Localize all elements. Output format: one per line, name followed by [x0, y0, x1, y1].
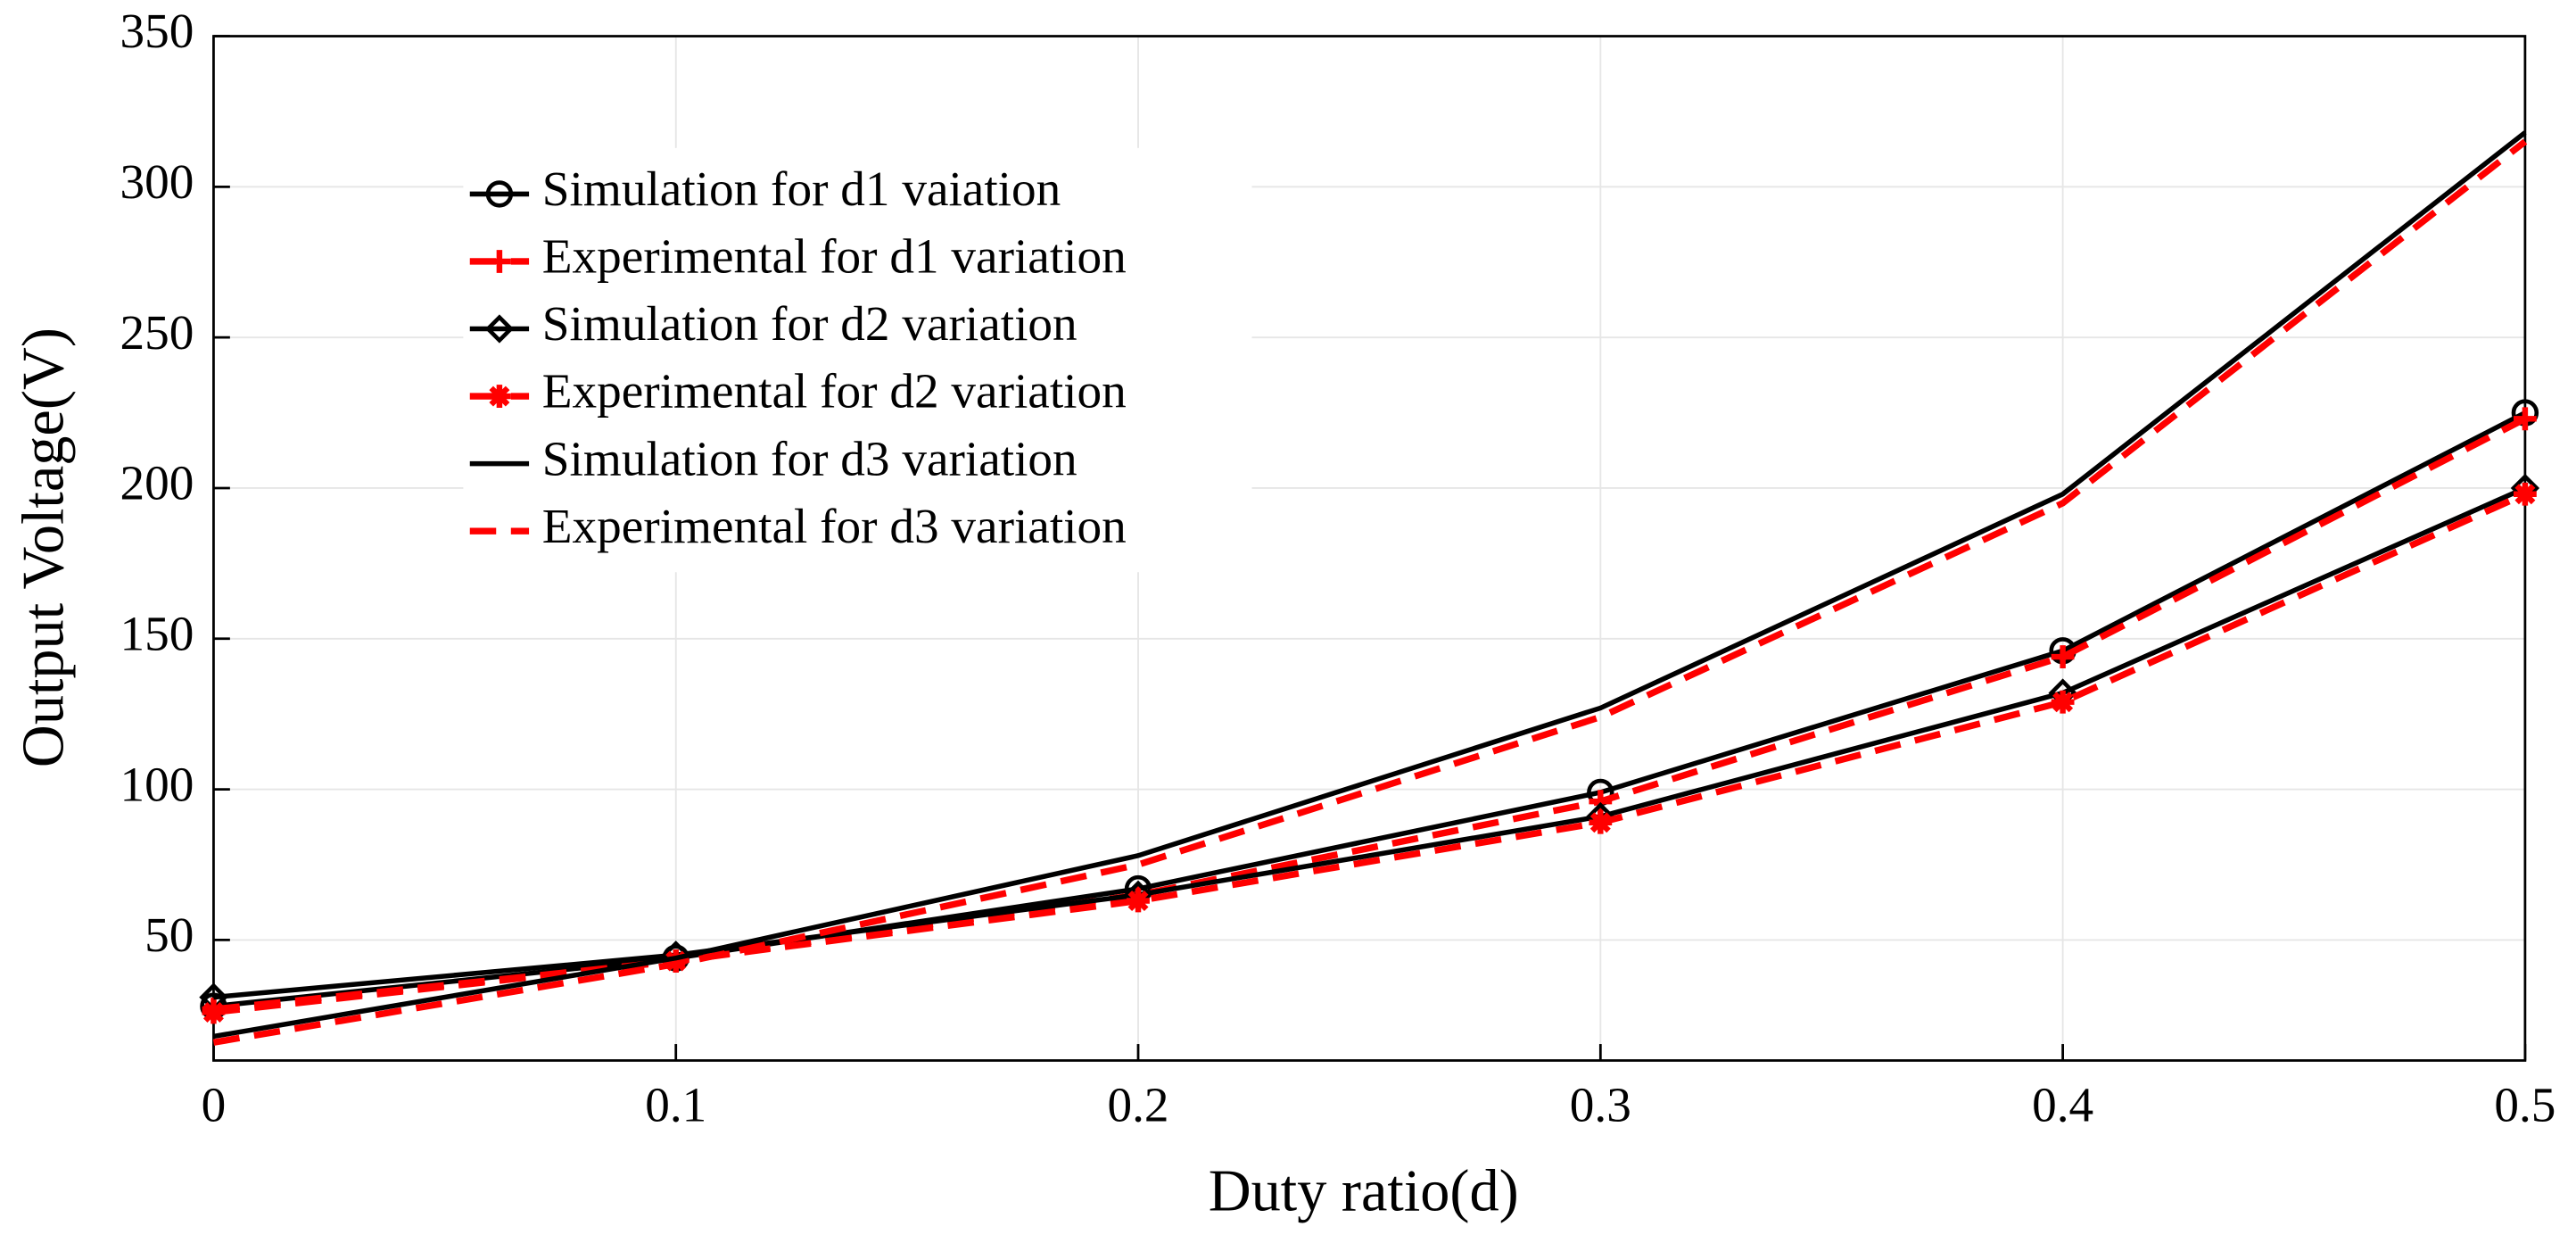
y-tick-label: 50: [144, 907, 194, 962]
legend-label: Simulation for d2 variation: [542, 296, 1077, 351]
x-tick-label: 0.4: [2032, 1077, 2093, 1131]
y-tick-label: 250: [120, 305, 194, 360]
legend-label: Experimental for d2 variation: [542, 364, 1127, 418]
x-tick-label: 0: [202, 1077, 227, 1131]
y-tick-label: 300: [120, 154, 194, 209]
x-tick-label: 0.5: [2494, 1077, 2555, 1131]
y-axis-label: Output Voltage(V): [11, 327, 76, 767]
series-line: [212, 138, 2528, 1046]
legend-label: Simulation for d1 vaiation: [542, 162, 1061, 216]
legend-label: Experimental for d3 variation: [542, 499, 1127, 553]
x-tick-label: 0.2: [1108, 1077, 1169, 1131]
legend-label: Experimental for d1 variation: [542, 229, 1127, 284]
marker: [484, 314, 515, 344]
series-line: [212, 130, 2527, 1040]
x-tick-label: 0.1: [645, 1077, 706, 1131]
marker: [2514, 407, 2537, 431]
marker: [2051, 645, 2075, 668]
y-tick-label: 150: [120, 606, 194, 660]
marker: [1589, 810, 1613, 834]
legend-label: Simulation for d3 variation: [542, 431, 1077, 485]
legend-box: [463, 147, 1252, 573]
y-tick-label: 350: [120, 4, 194, 58]
x-axis-label: Duty ratio(d): [1209, 1159, 1519, 1224]
marker: [202, 1000, 226, 1024]
y-tick-label: 200: [120, 456, 194, 510]
y-tick-label: 100: [120, 757, 194, 811]
marker: [2051, 690, 2075, 714]
axes-box: [212, 35, 2527, 1062]
x-tick-label: 0.3: [1570, 1077, 1631, 1131]
series-line: [213, 485, 2527, 1000]
marker: [2514, 482, 2537, 506]
legend: Simulation for d1 vaiation Experimental f…: [463, 147, 1252, 573]
marker: [485, 180, 514, 208]
marker: [1127, 889, 1150, 913]
marker: [488, 250, 511, 273]
marker: [1589, 790, 1613, 814]
marker: [488, 385, 511, 408]
